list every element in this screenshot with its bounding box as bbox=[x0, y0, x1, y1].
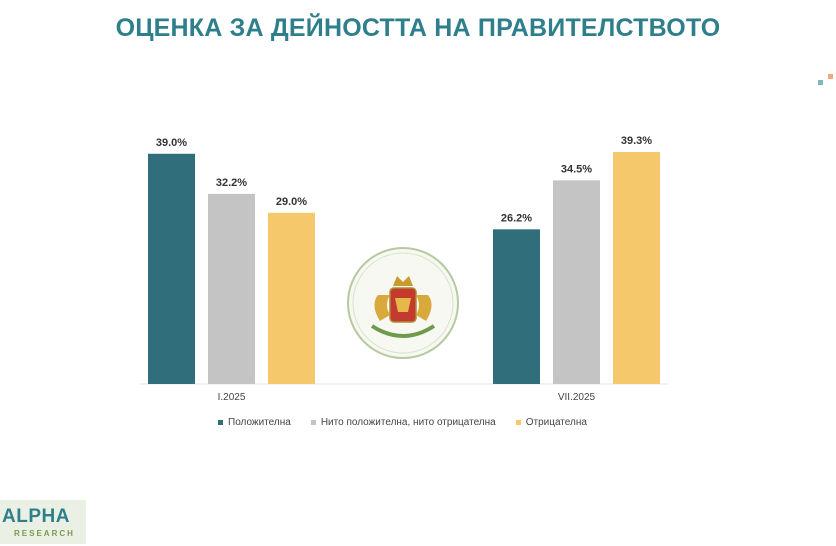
logo-main-text: ALPHA bbox=[2, 506, 70, 527]
corner-logo-mark bbox=[818, 74, 833, 85]
legend-swatch-neutral bbox=[310, 419, 316, 425]
data-label-neutral-2: 34.5% bbox=[561, 163, 592, 175]
category-label-1: I.2025 bbox=[218, 392, 246, 403]
data-label-positive-2: 26.2% bbox=[501, 212, 532, 224]
bar-negative-2 bbox=[613, 152, 660, 384]
bar-positive-2 bbox=[493, 229, 540, 384]
legend-item-positive: Положителна bbox=[218, 417, 291, 428]
legend-item-negative: Отрицателна bbox=[515, 416, 587, 428]
alpha-research-logo: ALPHA RESEARCH bbox=[0, 500, 86, 544]
bar-positive-1 bbox=[148, 153, 195, 384]
data-label-negative-2: 39.3% bbox=[621, 135, 652, 147]
legend-label-negative: Отрицателна bbox=[525, 416, 587, 428]
bar-negative-1 bbox=[268, 212, 315, 384]
legend-swatch-negative bbox=[515, 419, 521, 425]
logo-sub-text: RESEARCH bbox=[14, 529, 75, 538]
data-label-negative-1: 29.0% bbox=[276, 196, 307, 208]
legend-swatch-positive bbox=[218, 419, 223, 425]
category-label-2: VII.2025 bbox=[558, 392, 596, 403]
coat-of-arms-emblem bbox=[347, 247, 459, 359]
legend-label-neutral: Нито положителна, нито отрицателна bbox=[320, 416, 496, 428]
bar-neutral-1 bbox=[208, 193, 255, 384]
legend-label-positive: Положителна bbox=[228, 416, 291, 428]
legend-item-neutral: Нито положителна, нито отрицателна bbox=[310, 416, 496, 428]
chart-title: ОЦЕНКА ЗА ДЕЙНОСТТА НА ПРАВИТЕЛСТВОТО bbox=[115, 14, 721, 42]
data-label-positive-1: 39.0% bbox=[156, 137, 187, 149]
legend: Положителна Нито положителна, нито отриц… bbox=[218, 414, 587, 430]
data-label-neutral-1: 32.2% bbox=[216, 177, 247, 189]
bar-neutral-2 bbox=[553, 180, 600, 384]
